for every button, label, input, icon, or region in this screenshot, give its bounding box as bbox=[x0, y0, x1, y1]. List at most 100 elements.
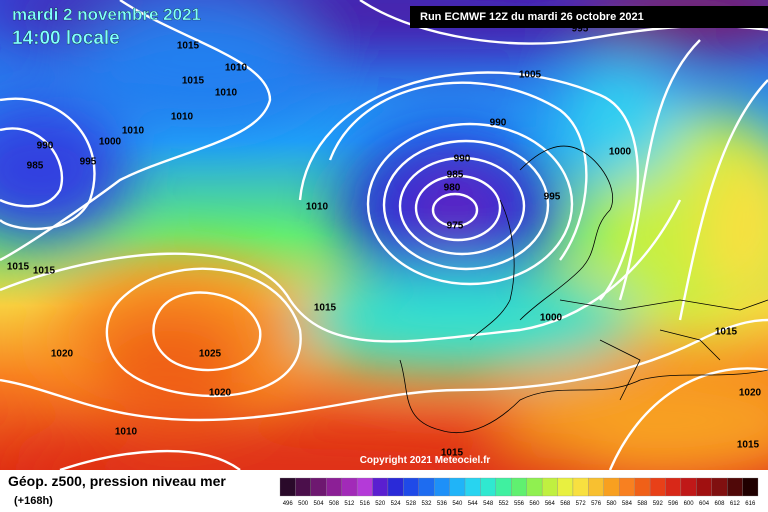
scale-label: 596 bbox=[668, 501, 679, 507]
isobar-label: 1015 bbox=[737, 440, 760, 451]
scale-swatch bbox=[742, 477, 759, 497]
isobar-label: 995 bbox=[544, 192, 561, 203]
scale-label: 552 bbox=[499, 501, 510, 507]
scale-swatch bbox=[634, 477, 651, 497]
scale-swatch bbox=[619, 477, 635, 497]
scale-label: 576 bbox=[591, 501, 602, 507]
isobar-label: 985 bbox=[447, 170, 464, 181]
legend-title: Géop. z500, pression niveau mer bbox=[8, 473, 226, 489]
run-info: Run ECMWF 12Z du mardi 26 octobre 2021 bbox=[420, 11, 644, 23]
isobar-label: 1020 bbox=[739, 388, 762, 399]
scale-label: 568 bbox=[560, 501, 571, 507]
scale-swatch bbox=[310, 477, 327, 497]
scale-swatch bbox=[526, 477, 543, 497]
scale-swatch bbox=[588, 477, 604, 497]
isobar-label: 990 bbox=[37, 141, 54, 152]
scale-label: 508 bbox=[329, 501, 340, 507]
scale-label: 556 bbox=[514, 501, 525, 507]
isobar-label: 1010 bbox=[225, 63, 248, 74]
scale-swatch bbox=[403, 477, 419, 497]
scale-label: 496 bbox=[283, 501, 294, 507]
scale-swatch bbox=[434, 477, 450, 497]
scale-swatch bbox=[279, 477, 296, 497]
scale-label: 544 bbox=[468, 501, 479, 507]
scale-label: 528 bbox=[406, 501, 417, 507]
isobar-label: 1015 bbox=[182, 76, 205, 87]
scale-label: 516 bbox=[360, 501, 371, 507]
scale-label: 592 bbox=[653, 501, 664, 507]
isobar-label: 975 bbox=[447, 221, 464, 232]
scale-label: 588 bbox=[637, 501, 648, 507]
lead-time: (+168h) bbox=[14, 495, 53, 507]
isobar-label: 1000 bbox=[540, 313, 563, 324]
scale-swatch bbox=[649, 477, 666, 497]
isobar-label: 1010 bbox=[306, 202, 329, 213]
scale-label: 532 bbox=[421, 501, 432, 507]
isobar-label: 990 bbox=[454, 154, 471, 165]
isobar-label: 1000 bbox=[609, 147, 632, 158]
isobar-label: 990 bbox=[490, 118, 507, 129]
scale-swatch bbox=[665, 477, 682, 497]
scale-swatch bbox=[449, 477, 466, 497]
scale-label: 520 bbox=[375, 501, 386, 507]
isobar-label: 1020 bbox=[51, 349, 74, 360]
isobar-label: 1000 bbox=[99, 137, 122, 148]
scale-swatch bbox=[680, 477, 697, 497]
isobar-label: 980 bbox=[444, 183, 461, 194]
scale-swatch bbox=[541, 477, 558, 497]
isobar-labels: 1015 1010 1015 1010 1010 1010 1000 990 995 985 990… bbox=[7, 24, 762, 459]
scale-swatch bbox=[711, 477, 728, 497]
scale-label: 548 bbox=[483, 501, 494, 507]
scale-label: 616 bbox=[745, 501, 756, 507]
scale-swatch bbox=[603, 477, 620, 497]
scale-swatch bbox=[727, 477, 743, 497]
isobar-label: 1005 bbox=[519, 70, 542, 81]
scale-label: 536 bbox=[437, 501, 448, 507]
scale-swatch bbox=[511, 477, 527, 497]
scale-swatch bbox=[341, 477, 358, 497]
isobar-label: 1015 bbox=[441, 448, 464, 459]
scale-label: 500 bbox=[298, 501, 309, 507]
isobar-label: 1025 bbox=[199, 349, 222, 360]
scale-label: 540 bbox=[452, 501, 463, 507]
isobar-label: 1020 bbox=[209, 388, 232, 399]
scale-label: 564 bbox=[545, 501, 556, 507]
local-time: 14:00 locale bbox=[12, 28, 120, 49]
isobar-label: 995 bbox=[572, 24, 589, 35]
scale-swatch bbox=[572, 477, 589, 497]
isobar-label: 1010 bbox=[171, 112, 194, 123]
scale-swatch bbox=[464, 477, 481, 497]
scale-swatch bbox=[356, 477, 373, 497]
scale-swatch bbox=[372, 477, 389, 497]
scale-swatch bbox=[480, 477, 497, 497]
isobar-label: 1015 bbox=[33, 266, 56, 277]
scale-swatch bbox=[295, 477, 311, 497]
isobar-label: 1015 bbox=[715, 327, 738, 338]
coastlines bbox=[399, 145, 768, 434]
date: mardi 2 novembre 2021 bbox=[12, 5, 201, 24]
isobar-label: 995 bbox=[80, 157, 97, 168]
scale-swatch bbox=[418, 477, 435, 497]
scale-label: 612 bbox=[730, 501, 741, 507]
scale-label: 512 bbox=[344, 501, 355, 507]
isobar-label: 1015 bbox=[177, 41, 200, 52]
run-box bbox=[410, 6, 768, 28]
scale-label: 600 bbox=[684, 501, 695, 507]
scale-label: 524 bbox=[391, 501, 402, 507]
isobar-label: 1010 bbox=[115, 427, 138, 438]
scale-label: 504 bbox=[314, 501, 325, 507]
scale-label: 584 bbox=[622, 501, 633, 507]
copyright: Copyright 2021 Meteociel.fr bbox=[360, 455, 491, 466]
scale-label: 604 bbox=[699, 501, 710, 507]
scale-label: 560 bbox=[529, 501, 540, 507]
scale-label: 580 bbox=[607, 501, 618, 507]
color-scale: 496 500 504 508 512 516 520 524 528 532 536 540 544 5… bbox=[279, 477, 759, 507]
scale-swatch bbox=[696, 477, 712, 497]
scale-label: 572 bbox=[576, 501, 587, 507]
scale-swatch bbox=[495, 477, 512, 497]
scale-swatch bbox=[557, 477, 574, 497]
isobar-label: 1015 bbox=[314, 303, 337, 314]
scale-swatch bbox=[387, 477, 404, 497]
scale-swatch bbox=[326, 477, 342, 497]
